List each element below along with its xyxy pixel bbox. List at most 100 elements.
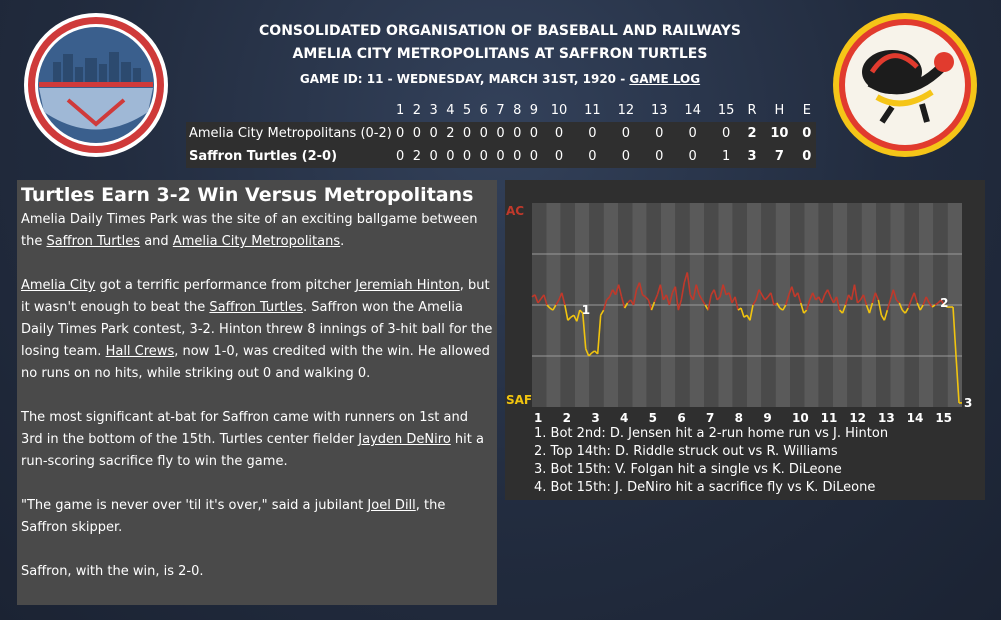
story-text: "The game is never over 'til it's over,"… (21, 498, 368, 513)
inning-score: 0 (621, 126, 630, 141)
inning-score: 0 (554, 149, 564, 164)
inning-score: 0 (479, 149, 488, 164)
story-text: . Saffron won the Amelia Daily Times Par… (21, 300, 493, 359)
inning-score: 2 (446, 126, 455, 141)
inning-score: 0 (721, 126, 731, 141)
inning-score: 0 (496, 149, 505, 164)
inning-score: 0 (655, 149, 664, 164)
away-team-name[interactable]: Amelia City Metropolitans (0-2) (189, 126, 392, 141)
team-link-saffron[interactable]: Saffron Turtles (46, 234, 141, 249)
team-row-home: Saffron Turtles (2-0) 0 2 0 0 0 0 0 0 0 … (186, 145, 816, 168)
story-text: . (340, 234, 345, 249)
key-play-item: 2. Top 14th: D. Riddle struck out vs R. … (534, 444, 838, 459)
inning-header: 9 (529, 103, 539, 118)
saffron-turtles-logo (833, 13, 977, 157)
player-link-crews[interactable]: Hall Crews (105, 344, 175, 359)
game-info-text: GAME ID: 11 - WEDNESDAY, MARCH 31ST, 192… (299, 72, 630, 86)
story-text: Saffron, with the win, is 2-0. (21, 564, 204, 579)
inning-header: 3 (429, 103, 438, 118)
game-story-panel: Turtles Earn 3-2 Win Versus Metropolitan… (17, 180, 497, 605)
manager-link-dill[interactable]: Joel Dill (367, 498, 416, 513)
header-team-cell (186, 99, 392, 122)
away-runs: 2 (747, 126, 757, 141)
key-play-marker: 4 (970, 0, 978, 3)
story-text: and (140, 234, 173, 249)
story-paragraph: "The game is never over 'til it's over,"… (21, 495, 493, 539)
hits-header: H (774, 103, 785, 118)
inning-score: 0 (655, 126, 664, 141)
inning-score: 0 (688, 149, 697, 164)
story-headline: Turtles Earn 3-2 Win Versus Metropolitan… (21, 184, 474, 206)
story-text: Amelia Daily Times Park was the site of … (21, 212, 478, 249)
story-paragraph: Amelia Daily Times Park was the site of … (21, 209, 493, 253)
inning-score: 0 (588, 149, 597, 164)
home-runs: 3 (747, 149, 757, 164)
inning-score: 1 (721, 149, 731, 164)
inning-score: 0 (429, 126, 438, 141)
story-body: Amelia Daily Times Park was the site of … (21, 209, 493, 583)
story-text: The most significant at-bat for Saffron … (21, 410, 468, 447)
runs-header: R (747, 103, 757, 118)
inning-header: 10 (550, 103, 568, 118)
story-text: , but it wasn't enough to beat the (21, 278, 490, 315)
linescore-table: 1 2 3 4 5 6 7 8 9 10 11 12 13 14 15 R H … (186, 99, 816, 168)
away-errors: 0 (802, 126, 812, 141)
inning-header: 7 (496, 103, 505, 118)
inning-score: 0 (446, 149, 455, 164)
player-link-hinton[interactable]: Jeremiah Hinton (355, 278, 460, 293)
team-row-away: Amelia City Metropolitans (0-2) 0 0 0 2 … (186, 122, 816, 145)
inning-score: 0 (513, 149, 522, 164)
home-errors: 0 (802, 149, 812, 164)
inning-score: 0 (529, 149, 539, 164)
story-text: , the Saffron skipper. (21, 498, 446, 535)
inning-score: 0 (462, 149, 472, 164)
story-text: got a terrific performance from pitcher (95, 278, 356, 293)
key-play-item: 4. Bot 15th: J. DeNiro hit a sacrifice f… (534, 480, 876, 495)
amelia-city-logo (24, 13, 168, 157)
game-log-link[interactable]: GAME LOG (629, 72, 701, 86)
inning-header: 5 (462, 103, 472, 118)
league-title: CONSOLIDATED ORGANISATION OF BASEBALL AN… (259, 23, 741, 39)
home-hits: 7 (774, 149, 784, 164)
inning-score: 0 (529, 126, 539, 141)
story-text: hit a run-scoring sacrifice fly to win t… (21, 432, 484, 469)
inning-score: 0 (479, 126, 488, 141)
inning-score: 2 (412, 149, 422, 164)
team-link-amelia-city[interactable]: Amelia City (21, 278, 96, 293)
story-paragraph: Amelia City got a terrific performance f… (21, 275, 493, 385)
story-text: , now 1-0, was credited with the win. He… (21, 344, 490, 381)
inning-score: 0 (513, 126, 522, 141)
inning-header: 12 (617, 103, 635, 118)
home-team-name[interactable]: Saffron Turtles (2-0) (189, 149, 338, 164)
inning-header: 13 (651, 103, 668, 118)
matchup-title: AMELIA CITY METROPOLITANS AT SAFFRON TUR… (292, 46, 708, 62)
inning-header: 6 (479, 103, 488, 118)
inning-score: 0 (412, 126, 422, 141)
inning-score: 0 (429, 149, 438, 164)
inning-header: 1 (396, 103, 405, 118)
inning-score: 0 (688, 126, 697, 141)
inning-score: 0 (588, 126, 597, 141)
inning-score: 0 (554, 126, 564, 141)
inning-header: 2 (412, 103, 422, 118)
inning-score: 0 (621, 149, 630, 164)
key-plays-list: 1. Bot 2nd: D. Jensen hit a 2-run home r… (534, 425, 888, 497)
team-link-saffron-2[interactable]: Saffron Turtles (209, 300, 303, 315)
inning-header: 8 (513, 103, 522, 118)
key-play-item: 1. Bot 2nd: D. Jensen hit a 2-run home r… (534, 426, 889, 441)
inning-header: 11 (584, 103, 601, 118)
inning-score: 0 (396, 126, 405, 141)
inning-header: 4 (446, 103, 455, 118)
inning-score: 0 (396, 149, 405, 164)
key-play-item: 3. Bot 15th: V. Folgan hit a single vs K… (534, 462, 842, 477)
player-link-deniro[interactable]: Jayden DeNiro (358, 432, 451, 447)
team-link-amelia[interactable]: Amelia City Metropolitans (172, 234, 341, 249)
inning-header: 15 (717, 103, 735, 118)
story-paragraph: The most significant at-bat for Saffron … (21, 407, 493, 473)
linescore-header-row: 1 2 3 4 5 6 7 8 9 10 11 12 13 14 15 R H … (186, 99, 816, 122)
inning-header: 14 (684, 103, 701, 118)
inning-score: 0 (462, 126, 472, 141)
errors-header: E (802, 103, 811, 118)
inning-score: 0 (496, 126, 505, 141)
game-info: GAME ID: 11 - WEDNESDAY, MARCH 31ST, 192… (200, 72, 800, 86)
